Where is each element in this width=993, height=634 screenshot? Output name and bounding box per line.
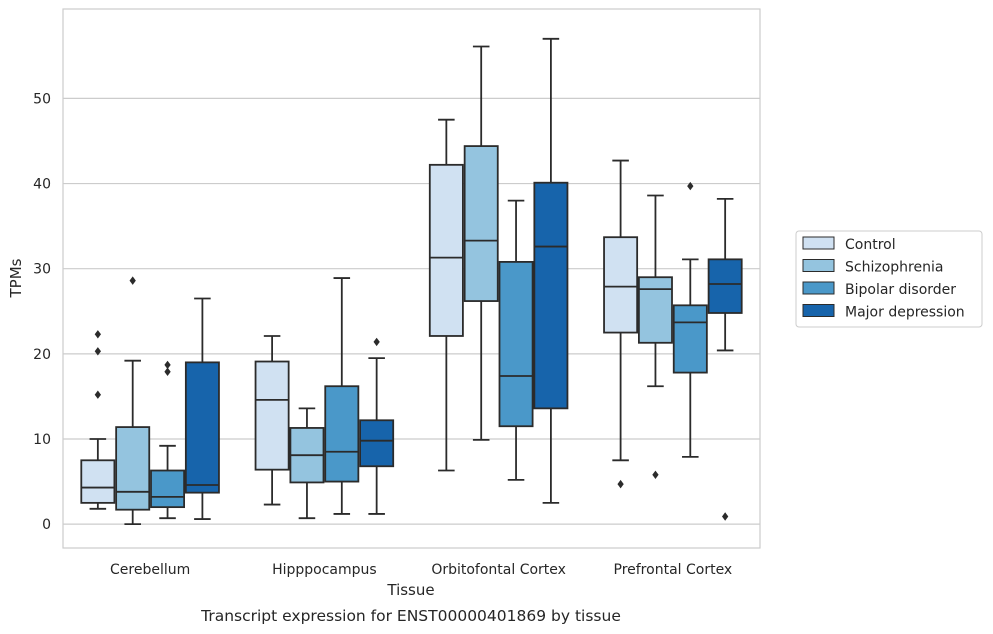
box-body <box>359 419 395 468</box>
box <box>533 37 569 504</box>
box-body <box>150 469 186 509</box>
box <box>359 337 395 515</box>
series-1 <box>115 45 673 526</box>
grid-lines <box>63 97 760 525</box>
outlier-point <box>94 330 101 339</box>
box <box>289 407 325 520</box>
legend-label: Schizophrenia <box>845 260 943 276</box>
x-tick-label: Cerebellum <box>110 562 190 578</box>
box-body <box>324 385 360 483</box>
x-tick-label: Orbitofontal Cortex <box>431 562 566 578</box>
figure-caption: Transcript expression for ENST0000040186… <box>200 607 621 625</box>
series-2 <box>150 181 708 520</box>
box <box>498 199 534 481</box>
box <box>707 197 743 521</box>
box-body <box>254 360 290 471</box>
box <box>603 159 639 489</box>
y-tick-label: 30 <box>33 262 51 278</box>
outlier-point <box>722 512 729 521</box>
box-groups <box>80 37 743 526</box>
legend: Control Schizophrenia Bipolar disorder Majo… <box>795 230 983 328</box>
legend-swatch <box>802 259 835 272</box>
outlier-point <box>164 367 171 376</box>
outlier-point <box>94 347 101 356</box>
legend-label: Bipolar disorder <box>845 282 956 298</box>
legend-swatch <box>802 281 835 295</box>
box <box>254 335 290 506</box>
box-body <box>533 181 569 410</box>
y-tick-label: 20 <box>33 347 51 363</box>
outlier-point <box>652 470 659 479</box>
box <box>150 360 186 520</box>
outlier-point <box>164 360 171 370</box>
series-3 <box>184 37 743 521</box>
box <box>80 330 116 510</box>
box <box>115 276 151 526</box>
outlier-point <box>617 479 624 489</box>
box-body <box>115 426 151 511</box>
box-body <box>672 304 708 374</box>
box-body <box>637 276 673 344</box>
outlier-point <box>687 181 694 191</box>
box-body <box>463 145 499 302</box>
outlier-point <box>129 276 136 285</box>
box-body <box>498 260 534 428</box>
y-axis-label: TPMs <box>7 258 25 298</box>
x-tick-label: Hipppocampus <box>272 562 377 578</box>
y-tick-label: 0 <box>42 517 51 533</box>
y-axis-ticks: 0 10 20 30 40 50 <box>33 91 51 533</box>
legend-frame <box>795 230 983 328</box>
legend-label: Control <box>845 237 896 253</box>
y-tick-label: 40 <box>33 177 51 193</box>
box-body <box>603 236 639 334</box>
x-axis-ticks: Cerebellum Hipppocampus Orbitofontal Corte… <box>110 562 732 578</box>
box-body <box>184 361 220 494</box>
box <box>428 118 464 472</box>
legend-label: Major depression <box>845 305 965 321</box>
box <box>184 297 220 520</box>
series-0 <box>80 118 639 510</box>
x-axis-label: Tissue <box>386 581 434 599</box>
legend-swatch <box>802 304 835 317</box>
box-body <box>80 459 116 504</box>
outlier-point <box>373 337 380 347</box>
y-tick-label: 50 <box>33 91 51 107</box>
box <box>324 277 360 515</box>
box-body <box>428 163 464 337</box>
box <box>463 45 499 441</box>
y-tick-label: 10 <box>33 432 51 448</box>
box-body <box>707 258 743 314</box>
box <box>672 181 708 458</box>
x-tick-label: Prefrontal Cortex <box>614 562 733 578</box>
legend-swatch <box>802 236 835 250</box>
outlier-point <box>94 390 101 399</box>
box <box>637 194 673 479</box>
